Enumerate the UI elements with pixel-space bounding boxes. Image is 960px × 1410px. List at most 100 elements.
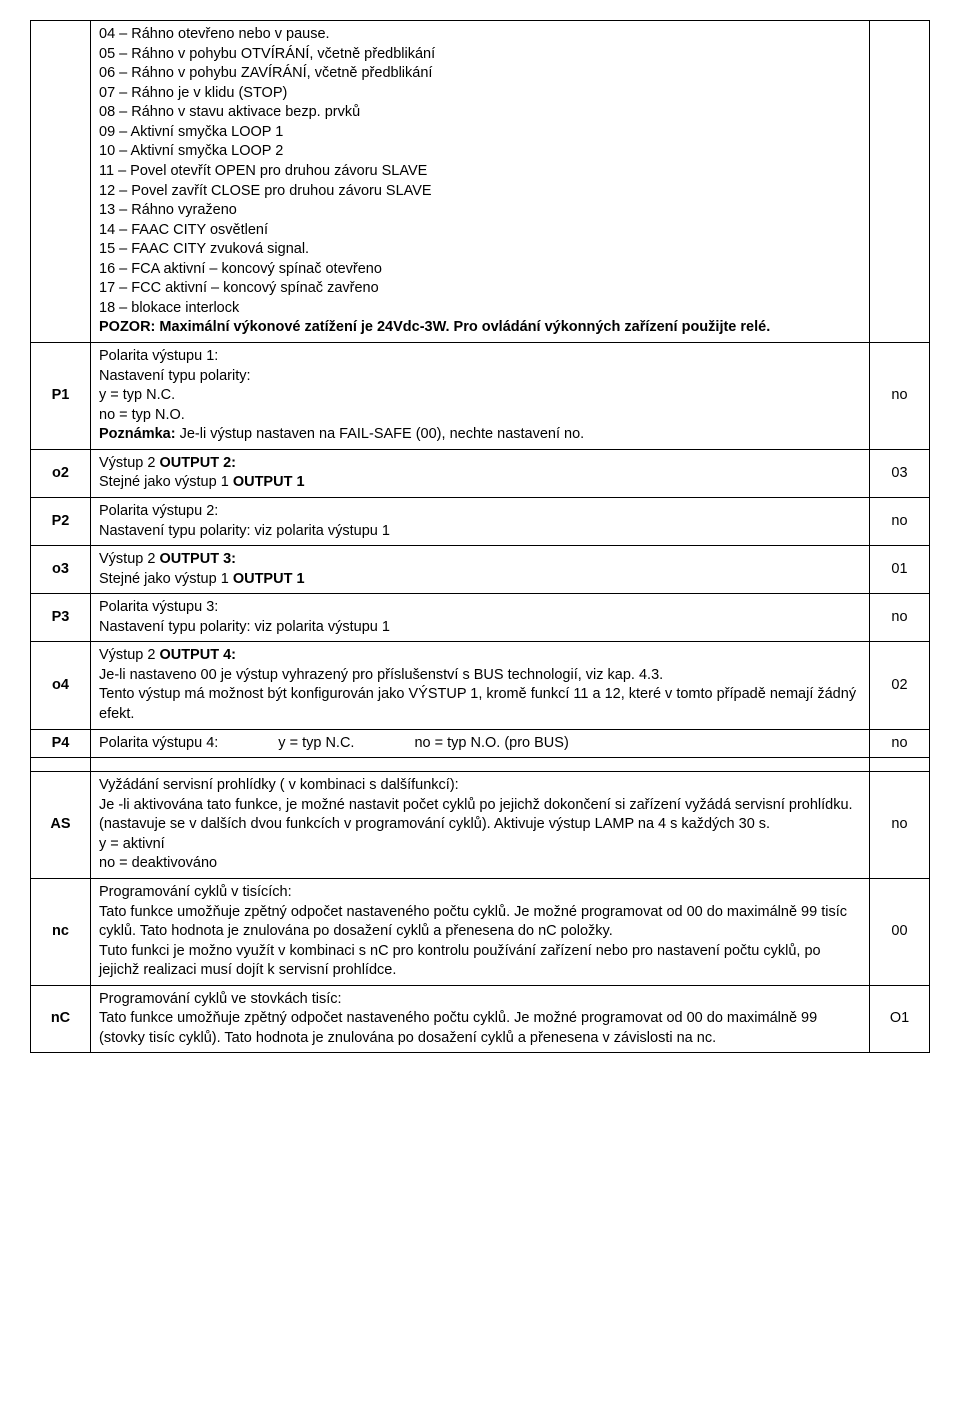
description-line: y = typ N.C.	[99, 386, 861, 406]
param-value: 00	[870, 878, 930, 985]
param-description: 04 – Ráhno otevřeno nebo v pause.05 – Rá…	[91, 21, 870, 343]
bold-prefix: Poznámka:	[99, 426, 176, 442]
description-line: Je -li aktivována tato funkce, je možné …	[99, 796, 861, 835]
description-line: 14 – FAAC CITY osvětlení	[99, 221, 861, 241]
description-line: Tato funkce umožňuje zpětný odpočet nast…	[99, 903, 861, 942]
table-row: P2Polarita výstupu 2:Nastavení typu pola…	[31, 497, 930, 545]
description-line: Programování cyklů ve stovkách tisíc:	[99, 990, 861, 1010]
description-line: 08 – Ráhno v stavu aktivace bezp. prvků	[99, 103, 861, 123]
param-description: Polarita výstupu 4: y = typ N.C. no = typ …	[91, 729, 870, 758]
param-description: Polarita výstupu 2:Nastavení typu polari…	[91, 497, 870, 545]
description-line: Tato funkce umožňuje zpětný odpočet nast…	[99, 1009, 861, 1048]
bold-suffix: OUTPUT 1	[233, 571, 305, 587]
param-value: no	[870, 772, 930, 879]
description-line: 16 – FCA aktivní – koncový spínač otevře…	[99, 260, 861, 280]
bold-suffix: OUTPUT 3:	[159, 551, 236, 567]
rest-text: Je-li výstup nastaven na FAIL-SAFE (00),…	[176, 426, 585, 442]
param-code: P3	[31, 594, 91, 642]
table-row: o4Výstup 2 OUTPUT 4:Je-li nastaveno 00 j…	[31, 642, 930, 729]
p4-segment: no = typ N.O. (pro BUS)	[414, 734, 568, 754]
description-line: 18 – blokace interlock	[99, 299, 861, 319]
param-code: P2	[31, 497, 91, 545]
description-line: Tento výstup má možnost být konfigurován…	[99, 685, 861, 724]
description-line: 11 – Povel otevřít OPEN pro druhou závor…	[99, 162, 861, 182]
prefix-text: Stejné jako výstup 1	[99, 474, 233, 490]
bold-suffix: OUTPUT 4:	[159, 647, 236, 663]
description-line: Poznámka: Je-li výstup nastaven na FAIL-…	[99, 425, 861, 445]
param-value: 03	[870, 449, 930, 497]
description-line: 04 – Ráhno otevřeno nebo v pause.	[99, 25, 861, 45]
description-line: POZOR: Maximální výkonové zatížení je 24…	[99, 318, 861, 338]
bold-suffix: OUTPUT 1	[233, 474, 305, 490]
param-value: 02	[870, 642, 930, 729]
description-line: Programování cyklů v tisících:	[99, 883, 861, 903]
table-row: P4 Polarita výstupu 4: y = typ N.C. no = ty…	[31, 729, 930, 758]
description-line: 17 – FCC aktivní – koncový spínač zavřen…	[99, 279, 861, 299]
param-value: no	[870, 729, 930, 758]
description-line: Stejné jako výstup 1 OUTPUT 1	[99, 570, 861, 590]
description-line: 13 – Ráhno vyraženo	[99, 201, 861, 221]
param-description: Programování cyklů v tisících:Tato funkc…	[91, 878, 870, 985]
prefix-text: Výstup 2	[99, 455, 159, 471]
prefix-text: Výstup 2	[99, 551, 159, 567]
table-row: nCProgramování cyklů ve stovkách tisíc:T…	[31, 985, 930, 1053]
table-row: o2Výstup 2 OUTPUT 2:Stejné jako výstup 1…	[31, 449, 930, 497]
param-description: Polarita výstupu 1:Nastavení typu polari…	[91, 343, 870, 450]
p4-segment: Polarita výstupu 4:	[99, 734, 218, 754]
description-line: 12 – Povel zavřít CLOSE pro druhou závor…	[99, 182, 861, 202]
prefix-text: Výstup 2	[99, 647, 159, 663]
description-line: 10 – Aktivní smyčka LOOP 2	[99, 142, 861, 162]
table-row: AS Vyžádání servisní prohlídky ( v kombin…	[31, 772, 930, 879]
param-description: Výstup 2 OUTPUT 2:Stejné jako výstup 1 O…	[91, 449, 870, 497]
param-description: Programování cyklů ve stovkách tisíc:Tat…	[91, 985, 870, 1053]
param-code: o3	[31, 546, 91, 594]
prefix-text: Stejné jako výstup 1	[99, 571, 233, 587]
spacer-cell	[870, 758, 930, 772]
description-line: Tuto funkci je možno využít v kombinaci …	[99, 942, 861, 981]
param-description: Výstup 2 OUTPUT 3:Stejné jako výstup 1 O…	[91, 546, 870, 594]
table-row: o3Výstup 2 OUTPUT 3:Stejné jako výstup 1…	[31, 546, 930, 594]
param-code: nC	[31, 985, 91, 1053]
description-line: y = aktivní	[99, 835, 861, 855]
description-line: Stejné jako výstup 1 OUTPUT 1	[99, 473, 861, 493]
param-value: no	[870, 497, 930, 545]
description-line: Polarita výstupu 2:	[99, 502, 861, 522]
description-line: 09 – Aktivní smyčka LOOP 1	[99, 123, 861, 143]
parameters-table: 04 – Ráhno otevřeno nebo v pause.05 – Rá…	[30, 20, 930, 1053]
param-code: o4	[31, 642, 91, 729]
description-line: Nastavení typu polarity: viz polarita vý…	[99, 618, 861, 638]
param-code: o2	[31, 449, 91, 497]
spacer-cell	[31, 758, 91, 772]
description-line: 07 – Ráhno je v klidu (STOP)	[99, 84, 861, 104]
param-value: O1	[870, 985, 930, 1053]
param-value: no	[870, 594, 930, 642]
table-row: ncProgramování cyklů v tisících:Tato fun…	[31, 878, 930, 985]
param-code	[31, 21, 91, 343]
description-line: Je-li nastaveno 00 je výstup vyhrazený p…	[99, 666, 861, 686]
p4-segment: y = typ N.C.	[278, 734, 354, 754]
param-code: P4	[31, 729, 91, 758]
description-line: Nastavení typu polarity: viz polarita vý…	[99, 522, 861, 542]
description-line: Výstup 2 OUTPUT 4:	[99, 646, 861, 666]
description-line: Polarita výstupu 3:	[99, 598, 861, 618]
param-code: AS	[31, 772, 91, 879]
param-description: Vyžádání servisní prohlídky ( v kombinac…	[91, 772, 870, 879]
description-line: Nastavení typu polarity:	[99, 367, 861, 387]
description-line: no = typ N.O.	[99, 406, 861, 426]
description-line: Vyžádání servisní prohlídky ( v kombinac…	[99, 776, 861, 796]
table-row: 04 – Ráhno otevřeno nebo v pause.05 – Rá…	[31, 21, 930, 343]
description-line: Výstup 2 OUTPUT 3:	[99, 550, 861, 570]
description-line: 06 – Ráhno v pohybu ZAVÍRÁNÍ, včetně pře…	[99, 64, 861, 84]
description-line: 15 – FAAC CITY zvuková signal.	[99, 240, 861, 260]
bold-suffix: OUTPUT 2:	[159, 455, 236, 471]
spacer-cell	[91, 758, 870, 772]
description-line: no = deaktivováno	[99, 854, 861, 874]
param-code: P1	[31, 343, 91, 450]
param-value: no	[870, 343, 930, 450]
table-row: P3 Polarita výstupu 3:Nastavení typu pola…	[31, 594, 930, 642]
param-description: Výstup 2 OUTPUT 4:Je-li nastaveno 00 je …	[91, 642, 870, 729]
table-row	[31, 758, 930, 772]
param-code: nc	[31, 878, 91, 985]
description-line: Výstup 2 OUTPUT 2:	[99, 454, 861, 474]
description-line: Polarita výstupu 1:	[99, 347, 861, 367]
